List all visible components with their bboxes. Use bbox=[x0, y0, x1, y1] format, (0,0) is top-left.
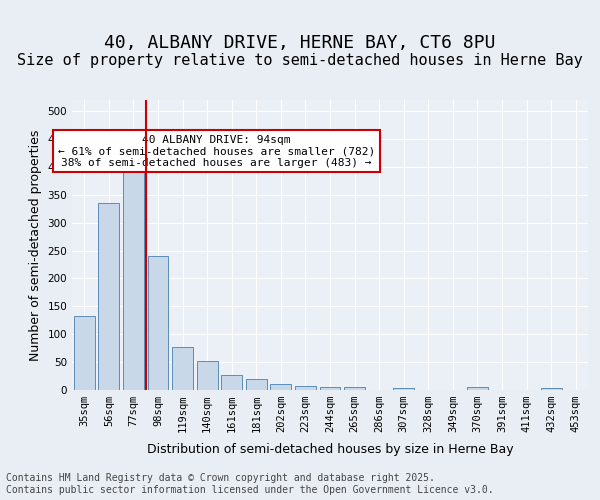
Text: Size of property relative to semi-detached houses in Herne Bay: Size of property relative to semi-detach… bbox=[17, 52, 583, 68]
Y-axis label: Number of semi-detached properties: Number of semi-detached properties bbox=[29, 130, 42, 360]
Text: Contains HM Land Registry data © Crown copyright and database right 2025.
Contai: Contains HM Land Registry data © Crown c… bbox=[6, 474, 494, 495]
Bar bbox=[221, 375, 242, 390]
Bar bbox=[123, 172, 144, 390]
Bar bbox=[74, 316, 95, 390]
Bar bbox=[271, 384, 292, 390]
Bar bbox=[246, 379, 267, 390]
Bar bbox=[467, 387, 488, 390]
Text: 40, ALBANY DRIVE, HERNE BAY, CT6 8PU: 40, ALBANY DRIVE, HERNE BAY, CT6 8PU bbox=[104, 34, 496, 52]
Bar bbox=[344, 387, 365, 390]
Bar bbox=[172, 347, 193, 390]
Bar bbox=[320, 387, 340, 390]
Bar bbox=[393, 388, 414, 390]
X-axis label: Distribution of semi-detached houses by size in Herne Bay: Distribution of semi-detached houses by … bbox=[146, 444, 514, 456]
Bar bbox=[148, 256, 169, 390]
Bar bbox=[197, 361, 218, 390]
Bar bbox=[98, 203, 119, 390]
Bar bbox=[541, 388, 562, 390]
Text: 40 ALBANY DRIVE: 94sqm
← 61% of semi-detached houses are smaller (782)
38% of se: 40 ALBANY DRIVE: 94sqm ← 61% of semi-det… bbox=[58, 135, 375, 168]
Bar bbox=[295, 386, 316, 390]
